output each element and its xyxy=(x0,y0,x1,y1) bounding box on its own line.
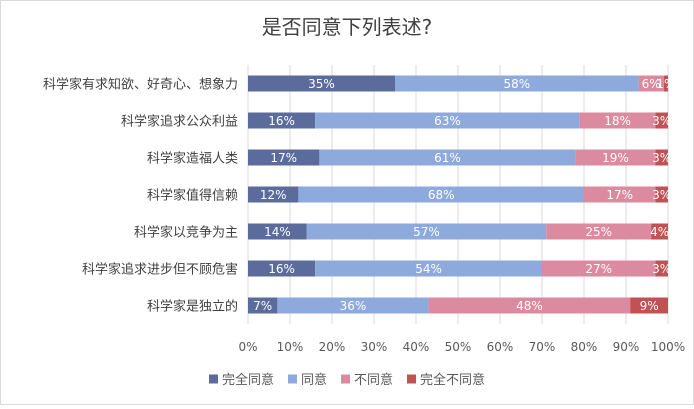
data-label: 17% xyxy=(606,188,633,202)
bar-segment xyxy=(248,75,395,92)
legend-swatch xyxy=(341,374,350,384)
data-label: 68% xyxy=(428,188,455,202)
category-labels: 科学家有求知欲、好奇心、想象力科学家追求公众利益科学家造福人类科学家值得信赖科学… xyxy=(43,77,238,315)
data-label: 18% xyxy=(604,114,631,128)
category-label: 科学家以竞争为主 xyxy=(134,225,238,241)
data-label: 57% xyxy=(413,225,440,239)
legend-label: 完全不同意 xyxy=(420,372,485,388)
data-label: 1% xyxy=(656,77,675,91)
category-label: 科学家有求知欲、好奇心、想象力 xyxy=(43,77,238,93)
bar-segment xyxy=(315,112,580,129)
bar-segment xyxy=(579,112,656,129)
data-label: 16% xyxy=(268,114,295,128)
bar-segment xyxy=(248,297,278,314)
legend-label: 同意 xyxy=(301,372,327,388)
x-tick-label: 10% xyxy=(277,340,304,354)
bar-segment xyxy=(319,149,576,166)
bar-segment xyxy=(584,186,656,203)
bar-segment xyxy=(630,297,668,314)
bar-segment xyxy=(655,149,668,166)
bar-segment xyxy=(655,260,668,277)
data-label: 63% xyxy=(434,114,461,128)
data-label: 3% xyxy=(652,151,671,165)
legend-label: 不同意 xyxy=(354,372,393,388)
data-label: 25% xyxy=(585,225,612,239)
x-tick-label: 30% xyxy=(361,340,388,354)
x-tick-label: 80% xyxy=(571,340,598,354)
legend: 完全同意 同意 不同意 完全不同意 xyxy=(209,372,485,388)
data-label: 35% xyxy=(308,77,335,91)
bar-segment xyxy=(638,75,664,92)
data-labels: 35% 58% 6%1% 16% 63% 18% 3% 17% 61% 19% 3% 12% 68% 17… xyxy=(253,77,675,313)
category-label: 科学家值得信赖 xyxy=(147,188,238,204)
bar-segment xyxy=(542,260,656,277)
data-label: 16% xyxy=(268,262,295,276)
data-label: 3% xyxy=(652,114,671,128)
bar-segment xyxy=(248,223,307,240)
bar-segment xyxy=(575,149,656,166)
data-label: 7% xyxy=(253,299,272,313)
x-tick-label: 0% xyxy=(238,340,257,354)
x-tick-label: 20% xyxy=(319,340,346,354)
data-label: 58% xyxy=(503,77,530,91)
legend-swatch xyxy=(209,374,218,384)
bar-segment xyxy=(546,223,652,240)
data-label: 3% xyxy=(652,188,671,202)
data-label: 17% xyxy=(270,151,297,165)
category-label: 科学家造福人类 xyxy=(147,151,238,167)
bar-segment xyxy=(248,186,299,203)
data-label: 4% xyxy=(650,225,669,239)
category-label: 科学家是独立的 xyxy=(147,299,238,315)
legend-swatch xyxy=(288,374,297,384)
x-tick-label: 70% xyxy=(529,340,556,354)
bar-segment xyxy=(651,223,668,240)
bar-segment xyxy=(306,223,547,240)
bar-segment xyxy=(248,149,320,166)
bar-segment xyxy=(655,112,668,129)
data-label: 19% xyxy=(602,151,629,165)
x-tick-label: 50% xyxy=(445,340,472,354)
category-label: 科学家追求进步但不顾危害 xyxy=(82,262,238,278)
data-label: 54% xyxy=(415,262,442,276)
data-label: 12% xyxy=(260,188,287,202)
bar-segment xyxy=(655,186,668,203)
x-tick-label: 60% xyxy=(487,340,514,354)
bar-segment xyxy=(315,260,542,277)
data-label: 6% xyxy=(642,77,661,91)
chart-title: 是否同意下列表述? xyxy=(262,15,433,39)
bar-segment xyxy=(248,112,316,129)
category-label: 科学家追求公众利益 xyxy=(121,114,238,130)
data-label: 9% xyxy=(640,299,659,313)
data-label: 14% xyxy=(264,225,291,239)
x-tick-label: 90% xyxy=(613,340,640,354)
legend-label: 完全同意 xyxy=(222,372,274,388)
bar-segment xyxy=(277,297,429,314)
data-label: 36% xyxy=(340,299,367,313)
data-label: 61% xyxy=(434,151,461,165)
bar-segment xyxy=(248,260,316,277)
bar-segment xyxy=(395,75,639,92)
x-tick-label: 100% xyxy=(651,340,685,354)
bar-segment xyxy=(428,297,631,314)
data-label: 27% xyxy=(585,262,612,276)
x-axis-ticks: 0% 10% 20% 30% 40% 50% 60% 70% 80% 90% 100% xyxy=(238,340,685,354)
bar-segment xyxy=(298,186,584,203)
bars xyxy=(248,75,668,314)
x-tick-label: 40% xyxy=(403,340,430,354)
data-label: 48% xyxy=(516,299,543,313)
data-label: 3% xyxy=(652,262,671,276)
bar-segment xyxy=(663,75,668,92)
legend-swatch xyxy=(407,374,416,384)
